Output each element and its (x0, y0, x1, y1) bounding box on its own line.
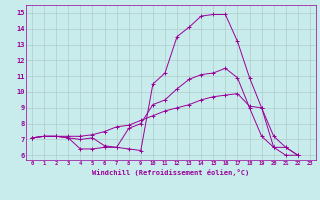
X-axis label: Windchill (Refroidissement éolien,°C): Windchill (Refroidissement éolien,°C) (92, 169, 250, 176)
